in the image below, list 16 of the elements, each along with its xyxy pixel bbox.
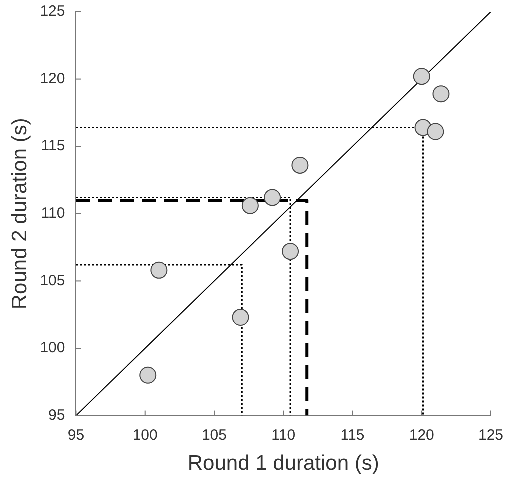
- x-tick-label: 100: [132, 426, 158, 444]
- y-tick-label: 115: [41, 138, 66, 155]
- y-tick-label: 95: [48, 406, 66, 424]
- x-tick-label: 110: [272, 426, 296, 444]
- y-tick-label: 105: [40, 272, 66, 290]
- x-tick-label: 105: [202, 426, 227, 444]
- x-tick-label: 95: [68, 426, 85, 444]
- y-axis-title: Round 2 duration (s): [8, 118, 32, 310]
- y-tick-label: 100: [40, 340, 66, 357]
- x-axis-title: Round 1 duration (s): [188, 452, 380, 476]
- y-tick-label: 110: [41, 205, 66, 222]
- x-tick-label: 120: [409, 426, 434, 444]
- x-tick-label: 115: [340, 426, 365, 444]
- x-tick-label: 125: [478, 426, 504, 444]
- y-tick-label: 125: [40, 3, 66, 20]
- y-tick-label: 120: [40, 70, 66, 88]
